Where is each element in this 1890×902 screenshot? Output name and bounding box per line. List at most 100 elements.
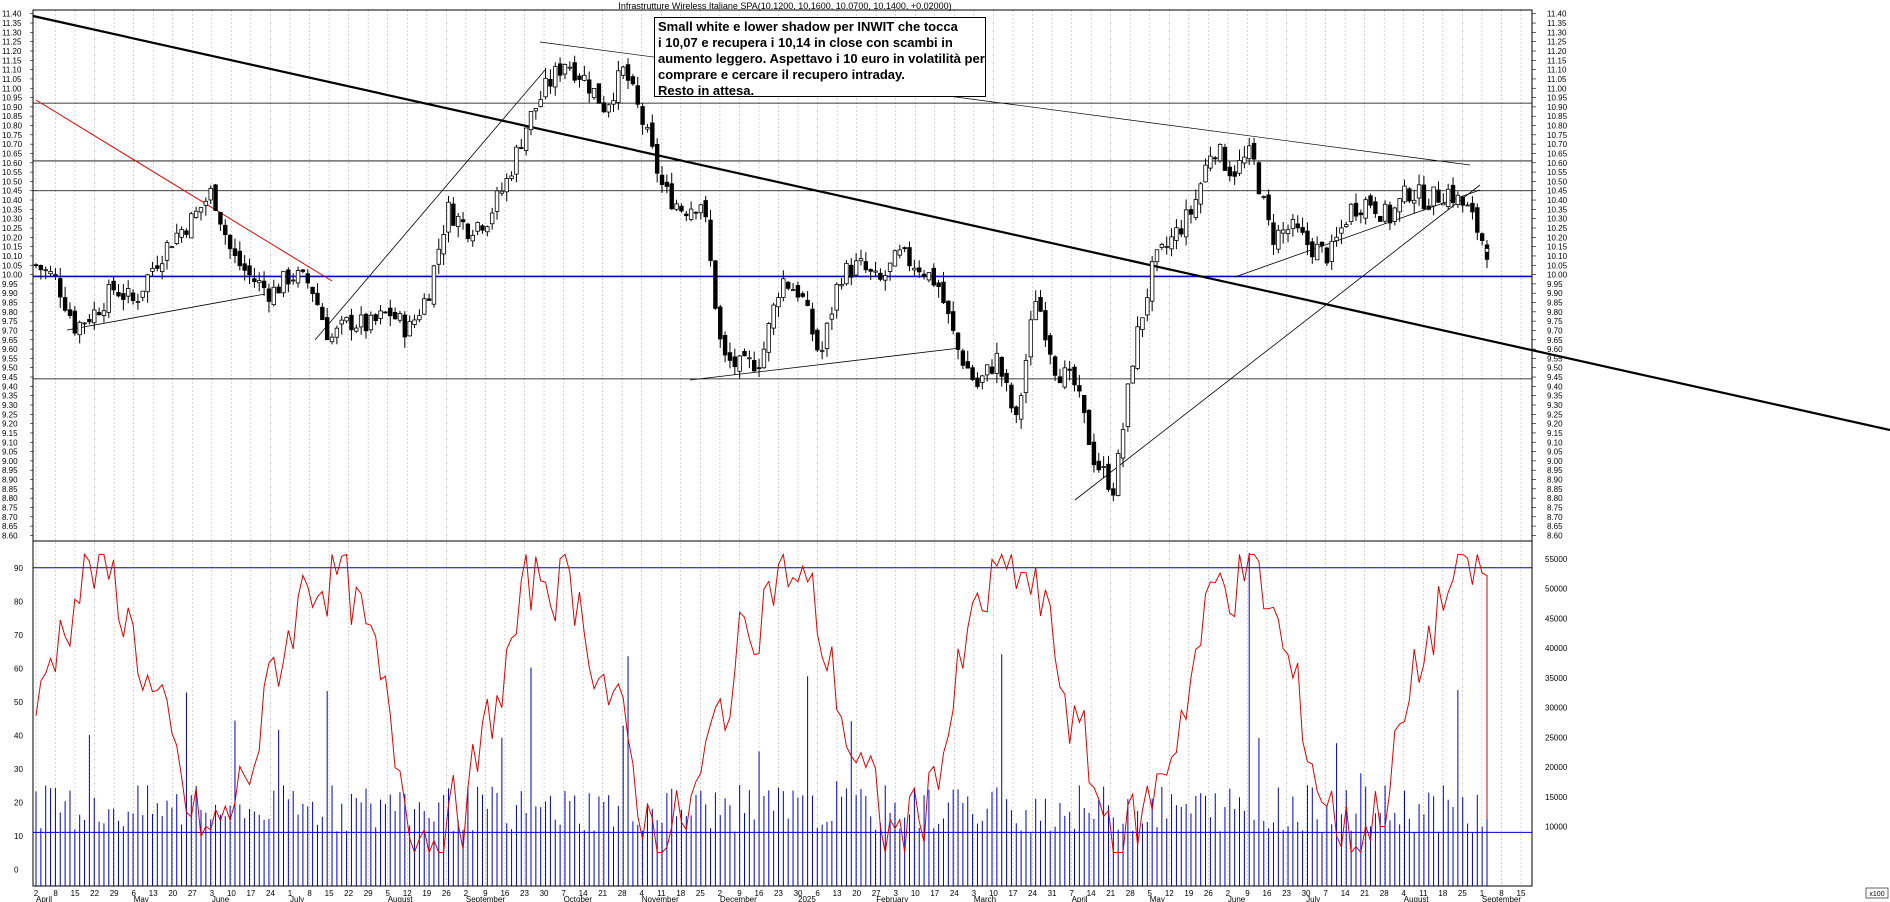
day-tick: 9 (483, 889, 488, 898)
candle-body (509, 175, 514, 179)
candle-body (858, 258, 864, 262)
candle-body (499, 190, 505, 194)
candle-body (989, 366, 995, 374)
month-label: September (466, 895, 505, 902)
candle-body (1276, 229, 1281, 250)
price-tick-right: 8.95 (1547, 466, 1563, 475)
oscillator-line (33, 552, 1532, 855)
price-tick-left: 8.85 (2, 485, 18, 494)
day-tick: 6 (131, 889, 136, 898)
price-tick-left: 9.15 (2, 429, 18, 438)
candle-body (868, 269, 873, 272)
candle-body (591, 87, 597, 99)
candle-body (1397, 198, 1402, 213)
candle-body (1057, 376, 1063, 384)
candle-body (800, 293, 805, 297)
candle-body (625, 64, 631, 81)
price-tick-right: 9.85 (1547, 299, 1563, 308)
volume-tick: 30000 (1545, 704, 1568, 713)
day-tick: 3 (210, 889, 215, 898)
month-label: September (1482, 895, 1521, 902)
candle-body (1028, 319, 1034, 358)
candle-body (169, 246, 175, 249)
candle-body (1324, 247, 1330, 264)
candle-body (917, 267, 922, 273)
price-tick-right: 11.25 (1547, 38, 1567, 47)
price-tick-right: 9.00 (1547, 457, 1563, 466)
price-tick-left: 10.70 (2, 140, 23, 149)
price-tick-right: 11.35 (1547, 19, 1567, 28)
price-tick-left: 9.45 (2, 373, 18, 382)
candle-body (562, 64, 568, 75)
price-tick-right: 9.75 (1547, 317, 1563, 326)
month-label: August (1404, 895, 1430, 902)
candle-body (412, 319, 417, 325)
month-label: May (134, 895, 149, 902)
candle-body (218, 211, 223, 225)
day-tick: 18 (1438, 889, 1447, 898)
day-tick: 14 (1341, 889, 1350, 898)
candle-body (1169, 236, 1174, 250)
candle-body (1285, 229, 1291, 235)
day-tick: 20 (168, 889, 177, 898)
day-tick: 3 (894, 889, 899, 898)
candle-body (839, 284, 844, 287)
day-tick: 10 (911, 889, 920, 898)
candle-body (1348, 203, 1354, 223)
volume-bars (35, 552, 1488, 886)
day-tick: 22 (90, 889, 99, 898)
price-tick-right: 9.65 (1547, 336, 1563, 345)
candle-body (1421, 184, 1427, 209)
candle-body (533, 108, 539, 112)
day-tick: 24 (1028, 889, 1037, 898)
candle-body (344, 316, 349, 322)
candle-body (1314, 243, 1320, 261)
candle-body (1470, 202, 1475, 213)
candle-body (1130, 365, 1135, 384)
price-tick-left: 11.20 (2, 47, 22, 56)
candle-body (819, 349, 825, 352)
candle-body (984, 364, 990, 376)
candle-body (1237, 160, 1242, 174)
price-tick-left: 9.40 (2, 382, 18, 391)
price-tick-left: 11.10 (2, 66, 22, 75)
price-tick-left: 8.65 (2, 522, 18, 531)
candle-body (1334, 236, 1339, 242)
candle-body (548, 78, 553, 87)
price-tick-left: 11.35 (2, 19, 22, 28)
x100-label: x100 (1869, 891, 1884, 898)
price-tick-left: 9.65 (2, 336, 18, 345)
price-tick-left: 10.10 (2, 252, 23, 261)
day-tick: 16 (500, 889, 509, 898)
candle-body (1009, 384, 1014, 409)
candle-body (1392, 207, 1397, 222)
candle-body (223, 224, 228, 236)
candle-body (1038, 297, 1043, 312)
candle-body (1450, 184, 1456, 204)
candle-body (130, 292, 136, 301)
candle-body (96, 312, 102, 316)
candle-body (159, 263, 165, 273)
day-tick: 25 (696, 889, 705, 898)
price-tick-left: 9.10 (2, 438, 18, 447)
price-tick-right: 11.00 (1547, 84, 1567, 93)
price-tick-right: 8.85 (1547, 485, 1563, 494)
trend-line (1074, 184, 1481, 501)
price-tick-right: 10.45 (1547, 187, 1568, 196)
candle-body (242, 263, 247, 271)
candle-body (1091, 441, 1097, 466)
candle-body (276, 286, 281, 294)
candle-body (790, 289, 796, 292)
candle-body (1436, 189, 1441, 203)
candle-body (693, 211, 699, 214)
candle-body (155, 265, 160, 269)
candle-body (232, 248, 238, 257)
price-tick-left: 9.90 (2, 289, 18, 298)
candle-body (92, 309, 97, 324)
candle-body (407, 320, 412, 337)
candle-body (53, 273, 58, 276)
volume-tick: 55000 (1545, 555, 1568, 564)
candle-body (87, 318, 92, 323)
price-tick-right: 10.30 (1547, 215, 1568, 224)
price-tick-right: 10.25 (1547, 224, 1568, 233)
